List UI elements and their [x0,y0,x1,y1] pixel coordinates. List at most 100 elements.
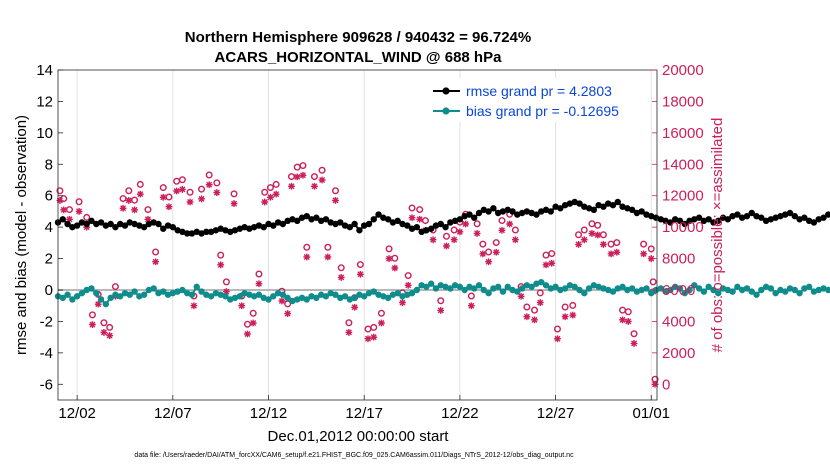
obs-assimilated-point [337,274,345,281]
rmse-point [404,222,411,229]
bias-point [394,289,401,297]
obs-assimilated-point [284,310,292,317]
bias-point [193,283,200,291]
obs-assimilated-point [619,316,626,324]
obs-assimilated-point [56,197,64,204]
bias-point [514,288,521,295]
obs-possible-point [178,176,186,184]
obs-possible-point [421,217,429,225]
x-axis-label: Dec.01,2012 00:00:00 start [268,428,450,445]
obs-assimilated-point [119,204,127,212]
obs-assimilated-point [75,208,83,215]
obs-assimilated-point [594,231,602,239]
left-tick-label: 6 [45,188,53,205]
obs-assimilated-point [613,248,621,256]
bias-point [782,288,789,295]
bias-point [413,286,421,294]
rmse-point [121,222,129,229]
rmse-point [590,206,598,214]
obs-possible-point [640,240,648,248]
obs-possible-point [561,303,569,311]
obs-possible-point [630,330,638,338]
obs-possible-point [437,297,445,305]
obs-possible-point [613,239,621,247]
obs-assimilated-point [523,313,531,321]
obs-assimilated-point [479,250,487,258]
rmse-point [97,219,105,226]
grid [76,70,652,400]
left-tick-label: -2 [40,313,53,330]
bias-point [73,293,81,300]
bias-point [657,285,665,292]
obs-possible-point [331,187,339,195]
obs-assimilated-point [630,340,638,347]
obs-assimilated-point [238,302,246,310]
bias-point [116,293,124,300]
obs-assimilated-point [561,313,569,321]
obs-assimilated-point [356,270,364,278]
rmse-point [203,228,210,236]
rmse-point [384,216,392,223]
obs-possible-point [56,187,64,195]
rmse-point [442,223,449,231]
bias-point [700,288,708,295]
legend-bias-label: bias grand pr = -0.12695 [466,103,619,119]
bias-point [88,285,95,292]
legend-bias-marker [442,107,450,115]
bias-point [456,283,464,291]
obs-possible-point [284,300,292,308]
obs-assimilated-point [554,335,561,343]
bias-point [64,291,71,298]
obs-possible-point [492,239,500,247]
obs-possible-point [299,162,307,170]
obs-possible-point [511,226,519,234]
left-tick-label: -6 [40,376,53,393]
bias-point [791,286,798,294]
obs-possible-point [356,261,364,269]
left-tick-label: 12 [36,93,53,110]
rmse-point [748,209,755,217]
rmse-point [394,217,401,225]
bias-point [648,289,655,297]
rmse-point [609,201,617,209]
rmse-point [715,217,722,225]
rmse-point [734,211,741,218]
obs-assimilated-point [178,186,186,193]
bias-point [552,283,559,291]
bias-point [805,283,813,291]
obs-assimilated-point [303,253,311,261]
obs-assimilated-point [473,230,481,237]
obs-possible-point [205,171,213,179]
bias-point [825,286,830,294]
rmse-point [73,222,81,229]
obs-assimilated-point [332,197,339,204]
bias-point [758,286,765,294]
obs-possible-point [272,180,280,188]
bias-point [284,294,291,302]
bias-point [767,285,775,292]
bias-point [59,294,66,302]
bias-point [97,296,105,303]
bias-point [107,294,114,302]
left-tick-label: 2 [45,251,53,268]
bias-point [695,285,703,292]
rmse-point [676,217,684,225]
obs-assimilated-point [624,318,632,325]
obs-assimilated-point [575,241,582,248]
obs-possible-point [580,226,588,234]
bias-point [270,293,277,300]
obs-assimilated-point [378,319,385,327]
obs-assimilated-point [66,215,73,223]
obs-possible-point [243,320,251,328]
legend-rmse-label: rmse grand pr = 4.2803 [466,83,612,99]
obs-assimilated-point [345,329,353,336]
obs-possible-point [255,270,263,278]
right-tick-label: 12000 [662,188,704,205]
obs-possible-point [198,185,206,193]
bias-point [322,293,330,300]
bias-point [571,283,578,291]
bias-point [140,291,148,298]
bias-point [78,289,86,297]
bias-point [432,285,440,292]
